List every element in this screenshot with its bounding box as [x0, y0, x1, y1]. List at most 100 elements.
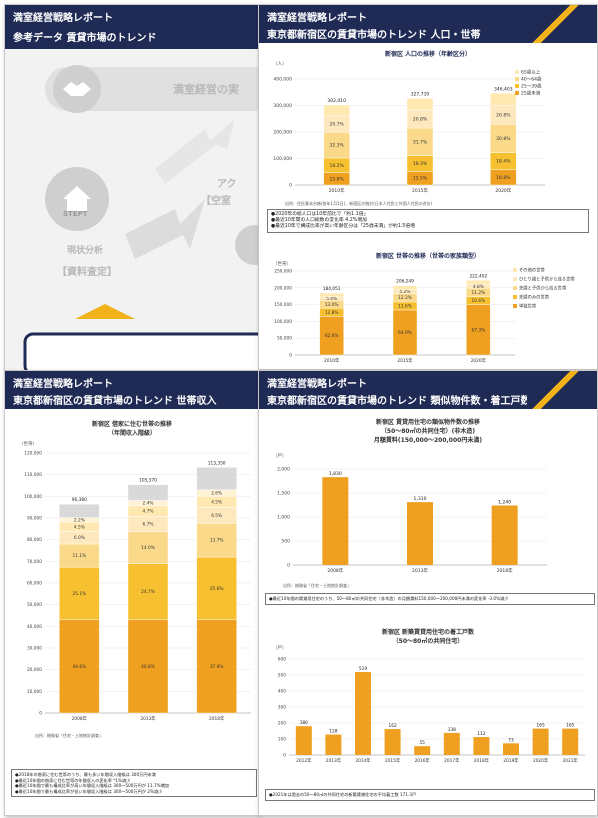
bar — [473, 737, 490, 755]
similar-chart-subtitle: （50〜80㎡の共同住宅）(非木造) — [380, 428, 476, 435]
panel-similar-properties: 満室経営戦略レポート 東京都新宿区の賃貸市場のトレンド 類似物件数・着工戸数 新… — [258, 370, 598, 816]
home-icon — [63, 186, 91, 211]
legend-swatch — [513, 295, 517, 299]
bottom-box — [23, 332, 263, 371]
handshake-icon-shape — [63, 82, 91, 96]
panel-header: 満室経営戦略レポート 東京都新宿区の賃貸市場のトレンド 類似物件数・着工戸数 — [259, 371, 597, 409]
y-tick-label: 50,000 — [27, 602, 42, 608]
data-label: 1,240 — [498, 499, 511, 505]
data-label: 67.3% — [472, 327, 486, 333]
page-title: 参考データ 賃貸市場のトレンド — [13, 33, 157, 44]
data-label: 165 — [566, 723, 574, 729]
total-label: 105,370 — [139, 478, 157, 484]
income-chart-unit: （世帯） — [19, 442, 37, 447]
page-title: 東京都新宿区の賃貸市場のトレンド 世帯収入 — [13, 396, 217, 407]
legend-swatch — [513, 286, 517, 290]
bar — [325, 734, 342, 755]
x-tick-label: 2016年 — [415, 757, 431, 764]
data-label: 25.1% — [73, 591, 87, 597]
similar-chart-unit: （戸） — [273, 454, 287, 459]
data-label: 6.5% — [211, 513, 222, 519]
data-label: 20.7% — [330, 122, 345, 128]
y-tick-label: 200,000 — [274, 285, 292, 291]
data-label: 15.8% — [330, 176, 345, 182]
report-title: 満室経営戦略レポート — [13, 379, 113, 390]
x-tick-label: 2021年 — [563, 757, 579, 764]
data-label: 44.6% — [73, 664, 87, 670]
y-tick-label: 110,000 — [24, 472, 42, 478]
x-tick-label: 2008年 — [72, 715, 88, 722]
y-tick-label: 0 — [289, 353, 292, 359]
y-tick-label: 100,000 — [24, 494, 42, 500]
similar-properties-chart: 0 500 1,000 1,500 2,000 1,830 2008年 1,310 2013年 1… — [277, 467, 547, 574]
bar — [491, 505, 518, 565]
panel-market-trend-intro: 満室経営戦略レポート 参考データ 賃貸市場のトレンド 満室経営の実 アク 【空室… — [4, 4, 264, 372]
y-tick-label: 1,000 — [277, 515, 290, 521]
legend-swatch — [515, 91, 519, 95]
summary-line: ●2020年の総人口は10年前比で「約1.1倍」 — [271, 212, 369, 217]
bar-segment — [196, 619, 237, 714]
bar-segment — [127, 619, 169, 714]
income-chart-title: 新宿区 借家に住む世帯の推移 — [91, 421, 173, 428]
bar — [503, 743, 519, 755]
data-label: 1,830 — [329, 471, 342, 477]
x-tick-label: 2013年 — [140, 715, 156, 722]
y-tick-label: 50,000 — [277, 336, 292, 342]
legend-swatch — [513, 277, 517, 281]
y-tick-label: 40,000 — [27, 624, 42, 630]
data-label: 18.4% — [496, 159, 511, 165]
data-label: 6.0% — [74, 535, 85, 541]
data-label: 15.5% — [413, 176, 428, 182]
x-tick-label: 2010年 — [329, 187, 345, 194]
x-tick-label: 2015年 — [385, 757, 401, 764]
legend-label: ひとり親と子供から成る世帯 — [519, 276, 575, 283]
data-label: 180 — [300, 720, 308, 726]
bar-segment — [392, 285, 418, 291]
y-tick-label: 150,000 — [274, 302, 292, 308]
legend-label: 65歳以上 — [521, 69, 541, 76]
data-label: 4.8% — [473, 284, 484, 290]
diagram-label-action: アク — [217, 179, 237, 190]
bar-segment — [466, 280, 491, 285]
y-tick-label: 500 — [281, 539, 290, 545]
data-label: 10.6% — [472, 298, 486, 304]
data-label: 18.2% — [330, 163, 345, 169]
y-tick-label: 500 — [278, 673, 286, 679]
data-label: 31.7% — [413, 139, 428, 145]
data-label: 64.9% — [398, 330, 412, 336]
page-title: 東京都新宿区の賃貸市場のトレンド 人口・世帯 — [267, 30, 481, 41]
y-tick-label: 100,000 — [274, 319, 292, 325]
households-chart-title: 新宿区 世帯の推移（世帯の家族類型） — [375, 253, 481, 260]
panel-header: 満室経営戦略レポート 東京都新宿区の賃貸市場のトレンド 世帯収入 — [5, 371, 259, 409]
starts-chart-unit: （戸） — [273, 646, 287, 651]
summary-line: ●2018年の借家に住む世帯のうち、最も多い年間収入階級は 300万円未満 — [15, 772, 156, 777]
x-tick-label: 2013年 — [326, 757, 342, 764]
bar — [322, 477, 349, 565]
data-label: 37.9% — [210, 664, 224, 670]
x-tick-label: 2020年 — [533, 757, 549, 764]
panel-population-households: 満室経営戦略レポート 東京都新宿区の賃貸市場のトレンド 人口・世帯 新宿区 人口… — [258, 4, 598, 370]
summary-line: ●最近10年間の借家に住む世帯の年間収入の変化率 *1%減少 — [15, 777, 131, 783]
bar-segment — [59, 619, 100, 714]
data-label: 12.3% — [398, 295, 412, 301]
bar-segment — [59, 503, 100, 518]
y-tick-label: 200 — [278, 721, 286, 727]
population-summary-box: ●2020年の総人口は10年前比で「約1.1倍」 ●最近10年間の人口総数の変化… — [267, 209, 589, 233]
bar-segment — [323, 104, 350, 117]
header-stripe — [527, 5, 597, 43]
bar — [384, 729, 401, 755]
data-label: 519 — [359, 666, 367, 672]
income-chart-source: 出所：総務省「住宅・土地統計調査」 — [35, 733, 103, 738]
similar-chart-title: 新宿区 賃貸用住宅の類似物件数の推移 — [375, 419, 481, 426]
x-tick-label: 2014年 — [355, 757, 371, 764]
legend-label: 単独世帯 — [519, 303, 537, 310]
data-label: 55 — [419, 740, 425, 746]
x-tick-label: 2013年 — [412, 567, 428, 574]
y-tick-label: 70,000 — [27, 559, 42, 565]
bar-segment — [59, 566, 100, 621]
panel-household-income: 満室経営戦略レポート 東京都新宿区の賃貸市場のトレンド 世帯収入 新宿区 借家に… — [4, 370, 260, 816]
data-label: 162 — [388, 723, 396, 729]
households-chart-unit: （世帯） — [273, 262, 291, 267]
data-label: 1,310 — [414, 496, 427, 502]
population-chart-unit: （人） — [273, 62, 287, 67]
